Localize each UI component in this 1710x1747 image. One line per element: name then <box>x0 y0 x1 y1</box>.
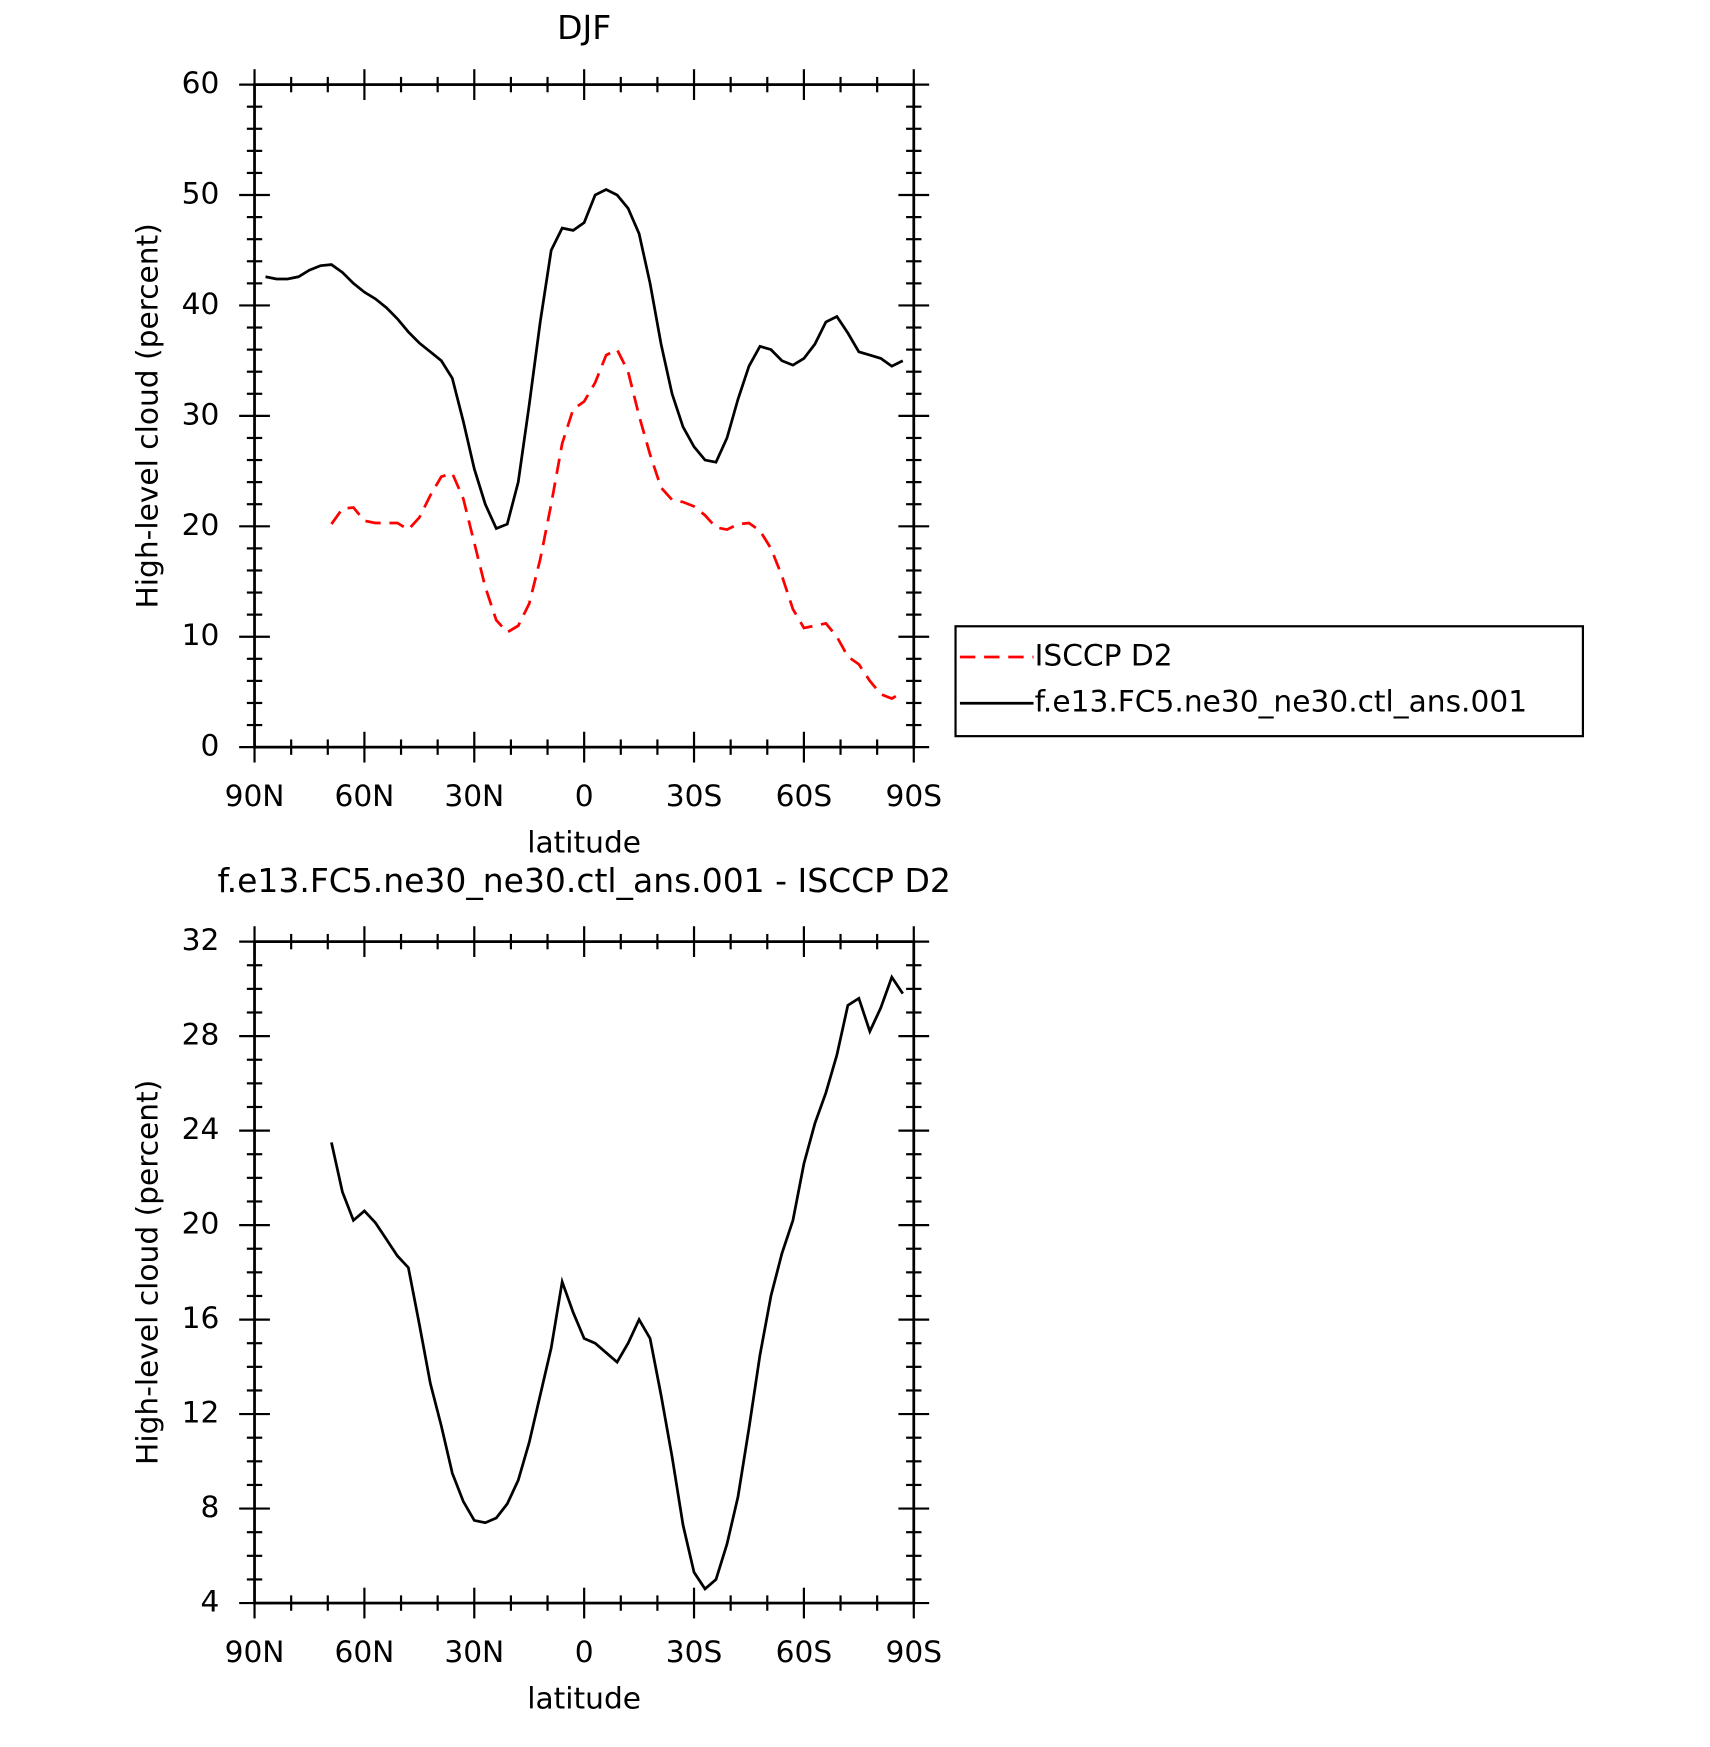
x-tick-label: 60S <box>776 778 833 813</box>
x-tick-label: 90N <box>225 778 285 813</box>
legend-label: f.e13.FC5.ne30_ne30.ctl_ans.001 <box>1035 684 1527 719</box>
y-tick-label: 16 <box>182 1300 220 1335</box>
x-tick-label: 90N <box>225 1634 285 1669</box>
data-line <box>330 974 904 1591</box>
x-tick-label: 30N <box>444 778 504 813</box>
plot-frame <box>253 940 916 1605</box>
x-tick-label: 90S <box>886 1634 943 1669</box>
x-tick-label: 60N <box>334 1634 394 1669</box>
legend-label: ISCCP D2 <box>1035 638 1173 673</box>
y-tick-label: 4 <box>201 1584 220 1619</box>
x-tick-label: 90S <box>886 778 943 813</box>
x-tick-label: 0 <box>575 1634 594 1669</box>
y-tick-label: 50 <box>182 176 220 211</box>
y-tick-label: 0 <box>201 728 220 763</box>
y-tick-label: 12 <box>182 1395 220 1430</box>
x-tick-label: 30S <box>666 1634 723 1669</box>
data-line <box>265 187 904 531</box>
x-tick-label: 30S <box>666 778 723 813</box>
y-tick-label: 24 <box>182 1111 220 1146</box>
y-tick-label: 30 <box>182 396 220 431</box>
x-tick-label: 60S <box>776 1634 833 1669</box>
y-axis-label: High-level cloud (percent) <box>130 1080 165 1465</box>
legend-box <box>954 625 1585 738</box>
chart-title: DJF <box>557 8 611 47</box>
y-tick-label: 20 <box>182 1206 220 1241</box>
y-tick-label: 20 <box>182 507 220 542</box>
x-axis-label: latitude <box>527 824 641 859</box>
x-tick-label: 0 <box>575 778 594 813</box>
chart-title: f.e13.FC5.ne30_ne30.ctl_ans.001 - ISCCP … <box>217 861 950 900</box>
y-tick-label: 32 <box>182 922 220 957</box>
y-tick-label: 8 <box>201 1489 220 1524</box>
y-tick-label: 40 <box>182 286 220 321</box>
y-tick-label: 10 <box>182 617 220 652</box>
y-tick-label: 60 <box>182 65 220 100</box>
plot-frame <box>253 83 916 749</box>
y-tick-label: 28 <box>182 1017 220 1052</box>
x-tick-label: 30N <box>444 1634 504 1669</box>
x-tick-label: 60N <box>334 778 394 813</box>
x-axis-label: latitude <box>527 1680 641 1715</box>
data-line <box>330 347 904 701</box>
y-axis-label: High-level cloud (percent) <box>130 223 165 608</box>
